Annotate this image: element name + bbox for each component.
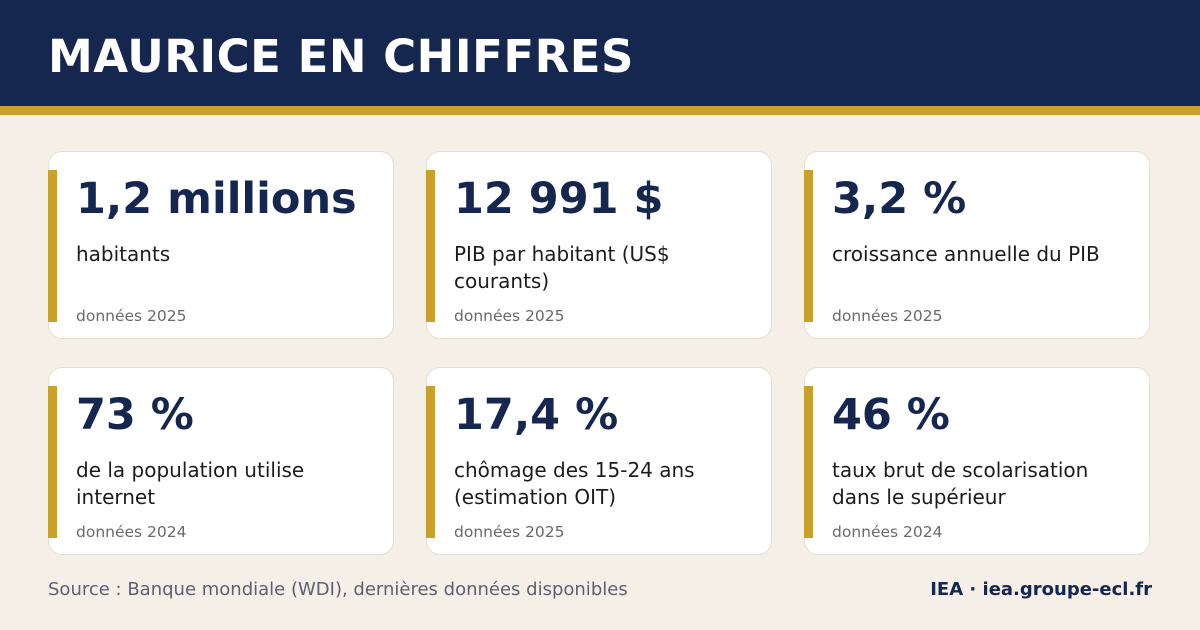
stat-year: données 2025 <box>454 523 565 541</box>
card-accent-bar <box>803 170 813 322</box>
stat-value: 17,4 % <box>454 390 619 440</box>
stat-card-population: 1,2 millions habitants données 2025 <box>47 151 394 339</box>
stat-year: données 2024 <box>832 523 943 541</box>
stat-year: données 2024 <box>76 523 187 541</box>
stat-label: taux brut de scolarisation dans le supér… <box>832 458 1089 509</box>
stat-card-gdp-growth: 3,2 % croissance annuelle du PIB données… <box>803 151 1150 339</box>
stat-value: 46 % <box>832 390 950 440</box>
stat-year: données 2025 <box>76 307 187 325</box>
header-accent-stripe <box>0 106 1200 115</box>
stat-label: de la population utilise internet <box>76 458 305 509</box>
stat-card-gdp-per-capita: 12 991 $ PIB par habitant (US$ courants)… <box>425 151 772 339</box>
stat-card-internet-usage: 73 % de la population utilise internet d… <box>47 367 394 555</box>
stat-label: chômage des 15-24 ans (estimation OIT) <box>454 458 695 509</box>
header-banner: MAURICE EN CHIFFRES <box>0 0 1200 106</box>
stat-value: 3,2 % <box>832 174 967 224</box>
card-accent-bar <box>47 386 57 538</box>
card-accent-bar <box>425 386 435 538</box>
stat-label: PIB par habitant (US$ courants) <box>454 242 670 293</box>
source-note: Source : Banque mondiale (WDI), dernière… <box>48 579 628 600</box>
stat-card-youth-unemployment: 17,4 % chômage des 15-24 ans (estimation… <box>425 367 772 555</box>
stat-label: habitants <box>76 242 171 266</box>
stat-value: 73 % <box>76 390 194 440</box>
stat-label: croissance annuelle du PIB <box>832 242 1100 266</box>
card-accent-bar <box>47 170 57 322</box>
stat-card-tertiary-enrollment: 46 % taux brut de scolarisation dans le … <box>803 367 1150 555</box>
stat-year: données 2025 <box>454 307 565 325</box>
card-accent-bar <box>803 386 813 538</box>
stat-year: données 2025 <box>832 307 943 325</box>
page-title: MAURICE EN CHIFFRES <box>48 30 634 83</box>
card-accent-bar <box>425 170 435 322</box>
stat-value: 12 991 $ <box>454 174 664 224</box>
brand-link[interactable]: IEA · iea.groupe-ecl.fr <box>930 579 1152 600</box>
stat-value: 1,2 millions <box>76 174 357 224</box>
